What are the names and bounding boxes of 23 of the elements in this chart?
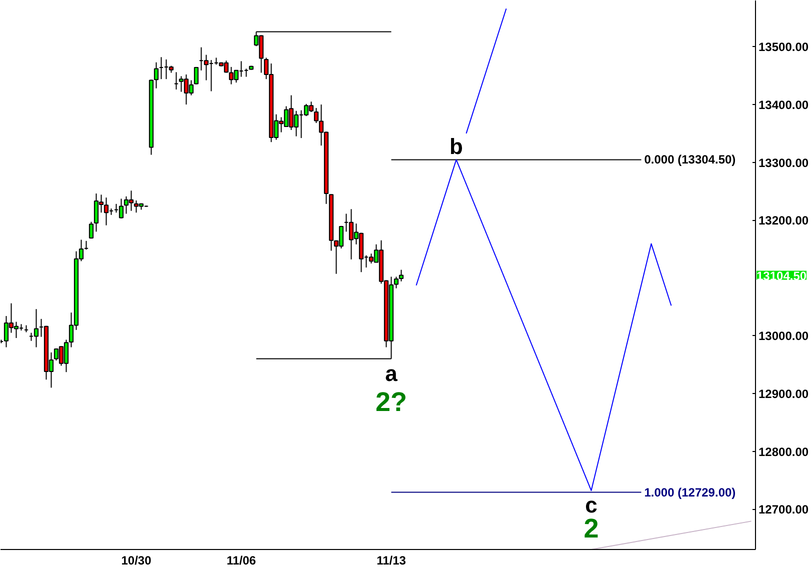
y-tick-label: 13400.00 [758,98,809,112]
y-tick-label: 12700.00 [758,502,809,517]
y-tick-label: 12900.00 [758,386,809,401]
legend-label: 0.000 (13304.50) [644,152,736,167]
candlestick [88,221,94,240]
candlestick [34,308,39,348]
annotation: 2? [375,386,408,417]
text: 13104.50 [756,268,807,283]
annotation: a [385,360,398,386]
y-tick-label: 12800.00 [758,444,809,459]
x-tick-label: 10/30 [121,554,152,568]
candlestick [314,107,319,124]
candlestick [194,66,199,85]
candlestick [118,198,124,219]
y-tick-label: 13000.00 [758,329,809,344]
y-tick-label: 13200.00 [758,214,809,228]
x-tick-label: 11/13 [376,554,406,568]
y-tick-label: 13300.00 [758,156,809,170]
annotation: b [450,134,463,160]
y-tick-label: 13500.00 [758,40,809,54]
x-tick-label: 11/06 [226,554,256,568]
series-label: 1.000 (12729.00) [644,485,736,500]
candlestick [204,54,209,81]
